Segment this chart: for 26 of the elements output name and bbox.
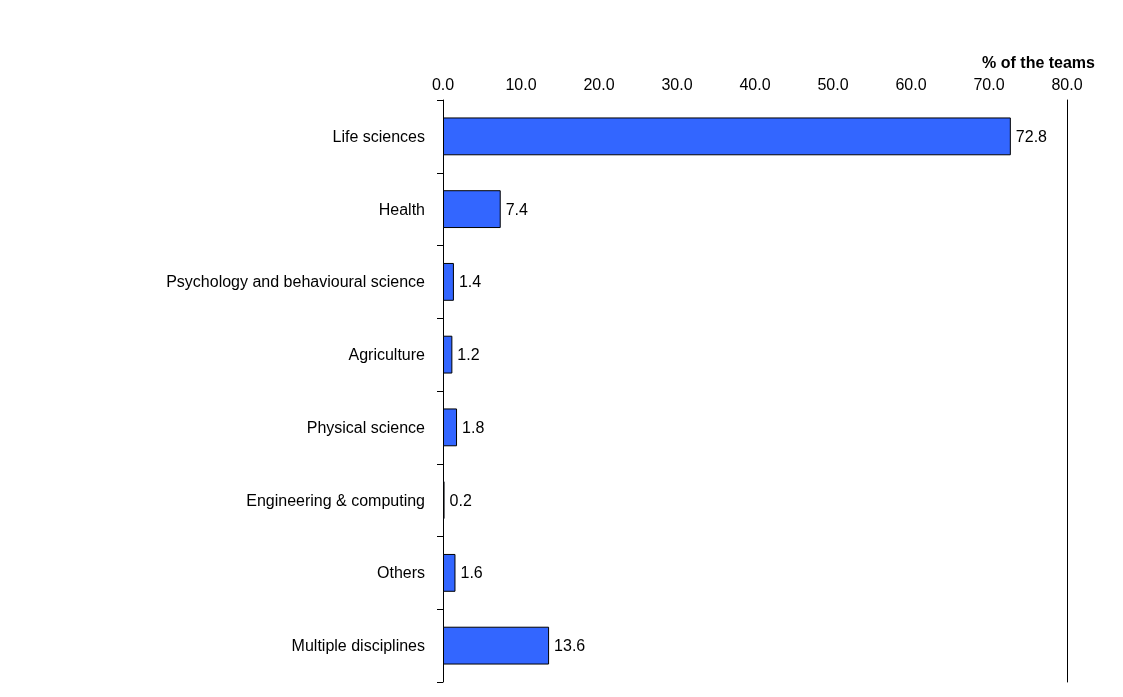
data-label: 1.2 [457, 346, 480, 364]
y-tick-label: Physical science [306, 418, 426, 436]
x-axis-title: % of the teams [982, 53, 1096, 71]
y-tick-label: Others [376, 564, 425, 582]
data-label: 72.8 [1015, 127, 1048, 145]
x-tick-label: 40.0 [739, 75, 771, 93]
x-tick-label: 60.0 [895, 75, 927, 93]
x-tick-label: 70.0 [973, 75, 1005, 93]
x-tick-label: 30.0 [661, 75, 693, 93]
y-tick-label: Agriculture [348, 346, 426, 364]
y-tick-label: Health [378, 200, 425, 218]
data-label: 1.6 [460, 564, 483, 582]
data-label: 1.4 [458, 273, 482, 291]
data-label: 1.8 [462, 418, 485, 436]
y-tick-label: Multiple disciplines [291, 637, 425, 655]
y-tick-label: Engineering & computing [246, 491, 425, 509]
x-tick-label: 50.0 [817, 75, 849, 93]
x-tick-label: 80.0 [1051, 75, 1083, 93]
data-label: 7.4 [505, 200, 529, 218]
y-tick-label: Life sciences [332, 127, 425, 145]
x-tick-label: 20.0 [583, 75, 615, 93]
data-label: 0.2 [449, 491, 472, 509]
x-tick-label: 0.0 [431, 75, 455, 93]
y-tick-label: Psychology and behavioural science [166, 273, 426, 291]
data-label: 13.6 [554, 637, 586, 655]
x-tick-label: 10.0 [505, 75, 537, 93]
